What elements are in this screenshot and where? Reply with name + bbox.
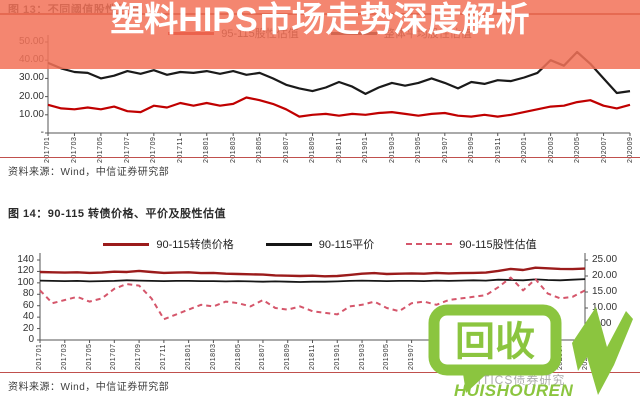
fig14-left-axis-labels: 140 120 100 80 60 40 20 0 bbox=[6, 255, 34, 345]
axis-tick-label: 5.00 bbox=[592, 318, 612, 329]
axis-tick-label: 201805 bbox=[256, 136, 263, 163]
axis-tick-label: 20 bbox=[22, 322, 34, 334]
axis-tick-label: 201709 bbox=[135, 343, 143, 370]
axis-tick-label: 140 bbox=[17, 254, 34, 265]
axis-tick-label: 201711 bbox=[160, 344, 168, 370]
axis-tick-label: 201905 bbox=[415, 136, 422, 163]
axis-tick-label: 201809 bbox=[309, 136, 316, 163]
citics-watermark: CITICS债券研究 bbox=[468, 373, 566, 387]
logo-bubble bbox=[428, 304, 562, 376]
axis-tick-label: 201801 bbox=[203, 136, 210, 163]
huishouren-logo: 回收 HUISHOUREN bbox=[426, 303, 640, 400]
axis-tick-label: 202005 bbox=[574, 136, 581, 163]
axis-tick-label: 201911 bbox=[494, 137, 502, 163]
fig14-source-rule bbox=[0, 372, 640, 373]
axis-tick-label: 201703 bbox=[70, 136, 78, 163]
axis-tick-label: 201705 bbox=[85, 343, 93, 370]
logo-cjk-text: 回收 bbox=[455, 320, 535, 364]
axis-tick-label: 201907 bbox=[441, 136, 449, 163]
axis-tick-label: 202001 bbox=[521, 136, 528, 163]
fig14-caption: 图 14：90-115 转债价格、平价及股性估值 bbox=[8, 208, 226, 220]
axis-tick-label: 80 bbox=[22, 288, 34, 300]
axis-tick-label: 201807 bbox=[259, 343, 267, 370]
legend-label: 90-115股性估值 bbox=[459, 239, 537, 251]
axis-tick-label: 201705 bbox=[97, 136, 104, 163]
fig13-plot bbox=[45, 35, 631, 136]
axis-tick-label: 0 bbox=[28, 333, 34, 345]
axis-tick-label: 40 bbox=[22, 311, 34, 323]
axis-tick-label: 10.00 bbox=[592, 302, 618, 313]
logo-latin-text: HUISHOUREN bbox=[454, 381, 574, 400]
legend-label: 90-115平价 bbox=[318, 239, 375, 251]
axis-tick-label: 201811 bbox=[335, 137, 343, 163]
pink-dashed-swatch-icon bbox=[406, 243, 453, 245]
fig14-source: 资料来源：Wind，中信证券研究部 bbox=[8, 382, 170, 393]
axis-tick-label: 201801 bbox=[184, 343, 192, 370]
axis-tick-label: 20.00 bbox=[18, 90, 44, 102]
axis-tick-label: 202003 bbox=[547, 136, 555, 163]
fig14-legend: 90-115转债价格 90-115平价 90-115股性估值 bbox=[0, 236, 640, 252]
headline-title: 塑料HIPS市场走势深度解析 bbox=[110, 1, 530, 39]
legend-item: 90-115平价 bbox=[265, 236, 375, 252]
axis-tick-label: 201903 bbox=[388, 136, 396, 163]
axis-tick-label: 201909 bbox=[468, 136, 475, 163]
axis-tick-label: 201701 bbox=[44, 136, 51, 163]
logo-figure-icon bbox=[572, 307, 633, 395]
axis-tick-label: 201905 bbox=[383, 343, 391, 370]
axis-tick-label: 201803 bbox=[229, 136, 237, 163]
axis-tick-label: 120 bbox=[17, 265, 34, 277]
fig14-section: 90-115转债价格 90-115平价 90-115股性估值 140 120 100… bbox=[0, 228, 640, 400]
axis-tick-label: 201707 bbox=[123, 136, 131, 163]
axis-tick-label: 201811 bbox=[308, 344, 316, 370]
axis-tick-label: 201901 bbox=[362, 136, 369, 163]
axis-tick-label: 201807 bbox=[282, 136, 290, 163]
legend-item: 90-115转债价格 bbox=[103, 236, 234, 252]
logo-bubble-tail bbox=[462, 367, 494, 393]
axis-tick-label: 201805 bbox=[234, 343, 242, 370]
headline-banner bbox=[0, 0, 640, 69]
legend-label: 90-115转债价格 bbox=[156, 239, 234, 251]
axis-tick-label: 201901 bbox=[333, 343, 341, 370]
fig13-source: 资料来源：Wind，中信证券研究部 bbox=[8, 167, 170, 178]
axis-tick-label: 201907 bbox=[408, 343, 416, 370]
axis-tick-label: 202007 bbox=[600, 136, 608, 163]
black-line-swatch-icon bbox=[265, 242, 312, 246]
axis-tick-label: 201701 bbox=[36, 343, 43, 370]
fig13-x-axis-labels: 201701 201703 201705 201707 201709 201711 2018… bbox=[44, 137, 634, 163]
axis-tick-label: 201803 bbox=[209, 343, 217, 370]
axis-tick-label: 201707 bbox=[110, 343, 118, 370]
fig13-source-rule bbox=[0, 157, 640, 158]
axis-tick-label: 10.00 bbox=[18, 108, 44, 120]
axis-tick-label: - bbox=[40, 126, 44, 138]
axis-tick-label: 202009 bbox=[627, 136, 634, 163]
axis-tick-label: 100 bbox=[17, 276, 34, 288]
axis-tick-label: 60 bbox=[22, 299, 34, 311]
axis-tick-label: 201809 bbox=[284, 343, 292, 370]
axis-tick-label: 201711 bbox=[176, 137, 184, 163]
axis-tick-label: 201903 bbox=[358, 343, 366, 370]
axis-tick-label: 201709 bbox=[150, 136, 157, 163]
axis-tick-label: 30.00 bbox=[18, 72, 44, 84]
axis-tick-label: 20.00 bbox=[592, 270, 618, 281]
axis-tick-label: 201703 bbox=[60, 343, 68, 370]
legend-item: 90-115股性估值 bbox=[406, 236, 537, 252]
darkred-line-swatch-icon bbox=[103, 242, 150, 246]
axis-tick-label: 25.00 bbox=[592, 254, 618, 265]
axis-tick-label: 15.00 bbox=[592, 286, 618, 297]
recycle-logo-icon: 回收 HUISHOUREN bbox=[428, 304, 633, 400]
